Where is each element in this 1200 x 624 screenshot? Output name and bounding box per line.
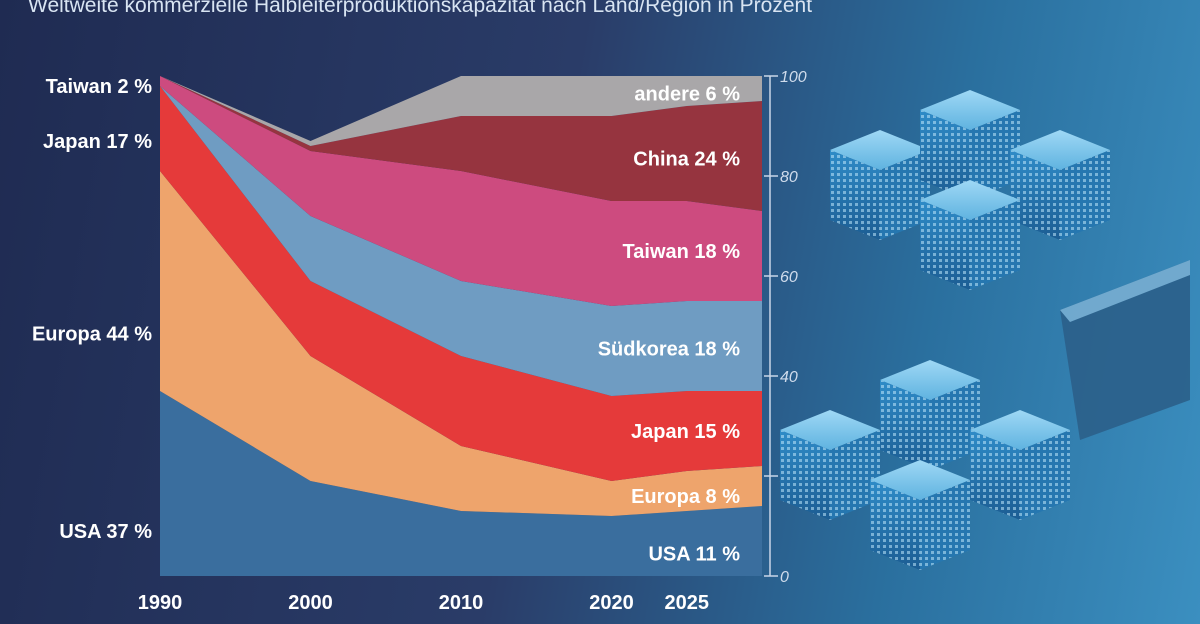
left-label-europa-44-: Europa 44 % [32, 324, 152, 346]
x-tick-label: 2010 [439, 592, 484, 614]
x-tick-label: 2025 [665, 592, 710, 614]
y-tick-label: 40 [780, 369, 798, 386]
left-label-japan-17-: Japan 17 % [43, 131, 152, 153]
right-label-usa-11-: USA 11 % [648, 544, 740, 566]
x-tick-label: 1990 [138, 592, 183, 614]
x-axis: 1990 2000 2010 2020 2025 [138, 592, 709, 614]
left-label-usa-37-: USA 37 % [59, 521, 152, 543]
circuit-chip [1060, 260, 1190, 440]
x-tick-label: 2020 [589, 592, 634, 614]
area-andere [160, 76, 762, 146]
series-labels: Taiwan 2 % Japan 17 % Europa 44 % USA 37 % a… [32, 76, 740, 566]
y-tick-label: 0 [780, 569, 789, 586]
right-label-sudkorea-18-: Südkorea 18 % [598, 339, 741, 361]
right-label-andere-6-: andere 6 % [634, 84, 740, 106]
x-tick-label: 2000 [288, 592, 333, 614]
area-layers [160, 76, 762, 576]
cube-cluster-top [830, 90, 1110, 290]
area-sudkorea [160, 86, 762, 396]
area-china [160, 76, 762, 211]
left-label-taiwan-2-: Taiwan 2 % [46, 76, 153, 98]
right-label-japan-15-: Japan 15 % [631, 421, 740, 443]
y-tick-label: 80 [780, 169, 798, 186]
y-tick-label: 100 [780, 69, 807, 86]
y-tick-label: 60 [780, 269, 798, 286]
chip-cubes-illustration [780, 90, 1190, 570]
area-usa [160, 391, 762, 576]
right-label-china-24-: China 24 % [633, 149, 740, 171]
chart-title: Weltweite kommerzielle Halbleiterprodukt… [28, 0, 813, 17]
cube-cluster-bottom [780, 360, 1070, 570]
area-japan [160, 86, 762, 481]
area-europa [160, 171, 762, 516]
right-label-taiwan-18-: Taiwan 18 % [623, 241, 741, 263]
area-taiwan [160, 76, 762, 306]
right-label-europa-8-: Europa 8 % [631, 486, 740, 508]
